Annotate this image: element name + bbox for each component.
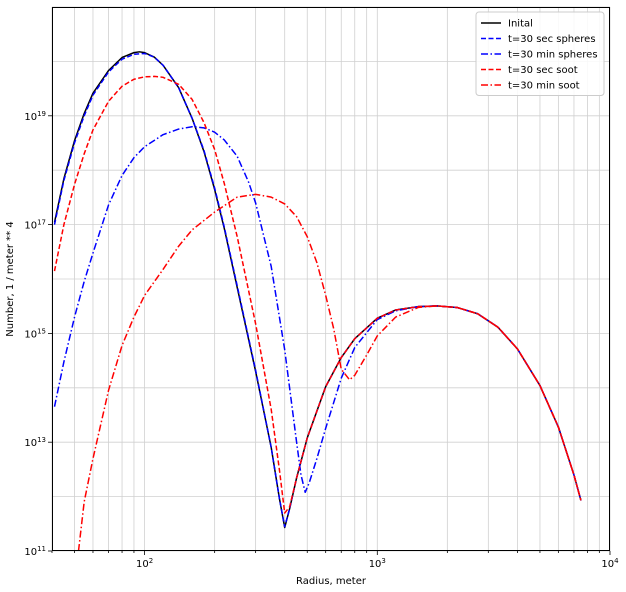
legend: Inital t=30 sec spheres t=30 min spheres t=… [475, 11, 605, 96]
legend-label: t=30 min soot [508, 81, 580, 92]
y-tick-label: 1017 [24, 219, 46, 232]
x-axis-label: Radius, meter [296, 576, 367, 587]
series-line-4 [53, 75, 582, 514]
series-line-5 [77, 193, 582, 551]
y-tick-label: 1013 [24, 436, 46, 449]
x-tick-label: 102 [136, 557, 153, 570]
y-tick-label: 1011 [24, 545, 46, 558]
x-tick-label: 104 [601, 557, 619, 570]
series-line-3 [53, 125, 582, 501]
legend-label: t=30 sec spheres [508, 34, 596, 45]
y-axis-label: Number, 1 / meter ** 4 [5, 221, 16, 336]
axis-ticks: 102 103 104 1011 1013 1015 1017 1019 [24, 110, 619, 570]
series-lines [53, 51, 582, 551]
series-line-1 [53, 51, 582, 529]
legend-label: Inital [508, 19, 533, 30]
legend-label: t=30 min spheres [508, 50, 598, 61]
plot-frame [52, 7, 610, 551]
legend-box [475, 11, 605, 96]
y-tick-label: 1015 [24, 327, 46, 340]
legend-label: t=30 sec soot [508, 65, 578, 76]
x-tick-label: 103 [369, 557, 386, 570]
y-tick-label: 1019 [24, 110, 46, 123]
